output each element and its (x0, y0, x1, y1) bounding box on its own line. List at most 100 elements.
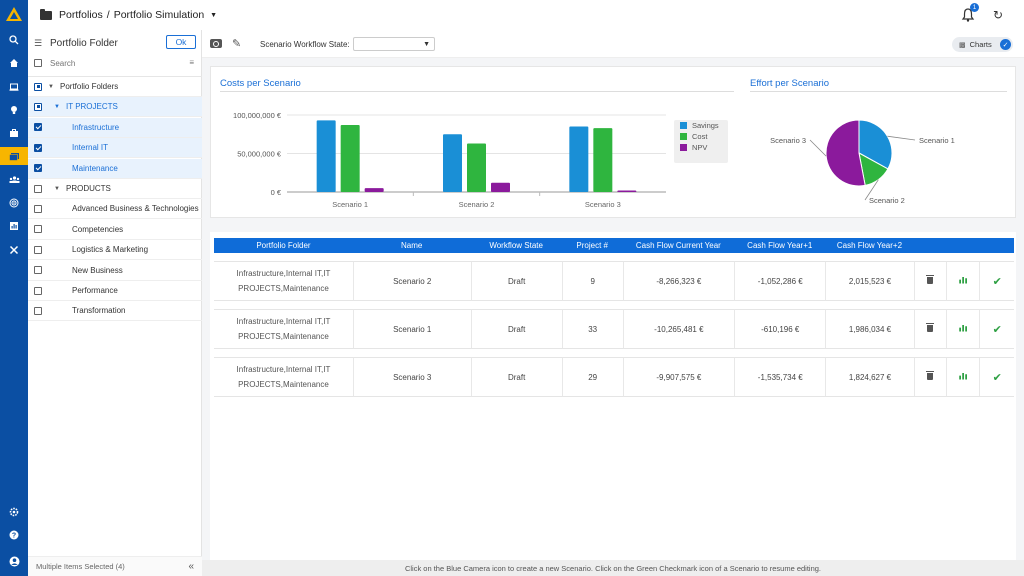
caret-down-icon[interactable]: ▼ (54, 185, 60, 192)
bar (617, 190, 637, 192)
folder-checkbox[interactable] (34, 102, 42, 111)
scenario-name-cell[interactable]: Scenario 3 (352, 357, 471, 397)
table-row[interactable]: Infrastructure,Internal IT,IT PROJECTS,Ma… (214, 357, 1014, 397)
bar-chart-icon[interactable] (959, 324, 968, 332)
bar (467, 143, 486, 192)
workflow-state-select[interactable]: ▼ (353, 37, 435, 51)
table-header-row: Portfolio Folder Name Workflow State Projec… (214, 238, 1014, 253)
column-header[interactable]: Cash Flow Year+2 (825, 238, 914, 253)
search-icon[interactable] (0, 31, 28, 49)
folder-tree-item-label: New Business (72, 265, 123, 275)
folder-tree-item-label: IT PROJECTS (66, 102, 118, 112)
pie-slice (858, 119, 893, 170)
column-header[interactable]: Cash Flow Current Year (622, 238, 735, 253)
main-content: Costs per Scenario Effort per Scenario 1… (202, 58, 1024, 560)
bar-chart-icon[interactable] (959, 372, 968, 380)
folder-tree-item[interactable]: Performance (28, 281, 202, 301)
caret-down-icon[interactable]: ▼ (48, 83, 54, 90)
workflow-state-cell: Draft (470, 261, 562, 301)
folder-tree-item[interactable]: Transformation (28, 301, 202, 322)
folder-checkbox[interactable] (34, 225, 42, 234)
tools-icon[interactable] (0, 241, 28, 259)
column-header[interactable]: Name (352, 238, 471, 253)
trash-icon[interactable] (926, 370, 935, 380)
folder-checkbox[interactable] (34, 204, 42, 213)
folder-tree-item[interactable]: Competencies (28, 220, 202, 240)
camera-icon[interactable] (210, 39, 222, 48)
folder-tree-item[interactable]: New Business (28, 261, 202, 281)
filter-icon[interactable]: ≡ (189, 58, 194, 67)
cash-flow-year1-cell: -1,052,286 € (734, 261, 826, 301)
home-icon[interactable] (0, 54, 28, 72)
bar-chart-icon[interactable] (959, 276, 968, 284)
column-header[interactable]: Portfolio Folder (214, 238, 353, 253)
breadcrumb-portfolio-simulation[interactable]: Portfolio Simulation (113, 9, 205, 21)
folder-tree-item[interactable]: Logistics & Marketing (28, 240, 202, 261)
folder-tree-item[interactable]: ▼ Portfolio Folders (28, 77, 202, 97)
folder-checkbox[interactable] (34, 184, 42, 193)
help-icon[interactable]: ? (0, 526, 28, 544)
caret-down-icon[interactable]: ▼ (54, 103, 60, 110)
trash-icon[interactable] (926, 322, 935, 332)
row-spacer-cell (214, 253, 1014, 261)
folder-checkbox[interactable] (34, 143, 42, 152)
delete-cell (913, 357, 947, 397)
folder-checkbox[interactable] (34, 286, 42, 295)
ok-button[interactable]: Ok (166, 35, 196, 49)
folder-tree-item-label: Performance (72, 286, 118, 295)
user-icon[interactable] (0, 552, 28, 570)
column-header-actions (946, 238, 980, 253)
folder-tree-item[interactable]: ▼ PRODUCTS (28, 179, 202, 199)
check-icon: ✓ (1000, 39, 1011, 50)
column-header[interactable]: Project # (561, 238, 623, 253)
scenario-name-cell[interactable]: Scenario 2 (352, 261, 471, 301)
folder-tree-item[interactable]: Infrastructure (28, 117, 202, 138)
portfolio-icon[interactable] (0, 147, 28, 165)
table-body: Infrastructure,Internal IT,IT PROJECTS,Ma… (214, 253, 1014, 397)
chart-cell (946, 309, 980, 349)
folder-tree-item[interactable]: Internal IT (28, 138, 202, 159)
folder-cell-line: Infrastructure,Internal IT,IT (236, 365, 331, 374)
column-header[interactable]: Workflow State (470, 238, 562, 253)
table-row[interactable]: Infrastructure,Internal IT,IT PROJECTS,Ma… (214, 261, 1014, 301)
folder-tree-item[interactable]: ▼ IT PROJECTS (28, 97, 202, 118)
target-icon[interactable] (0, 194, 28, 212)
team-icon[interactable] (0, 171, 28, 189)
pie-label: Scenario 1 (919, 136, 955, 145)
pencil-icon[interactable]: ✎ (232, 38, 242, 50)
trash-icon[interactable] (926, 274, 935, 284)
folder-panel-header: ☰ Portfolio Folder (34, 35, 198, 51)
folder-checkbox[interactable] (34, 82, 42, 91)
column-header[interactable]: Cash Flow Year+1 (734, 238, 826, 253)
search-input[interactable] (50, 58, 170, 68)
laptop-icon[interactable] (0, 78, 28, 96)
folder-tree-item[interactable]: Advanced Business & Technologies (28, 199, 202, 220)
folder-checkbox[interactable] (34, 123, 42, 132)
settings-icon[interactable] (0, 503, 28, 521)
row-spacer (214, 253, 1014, 261)
folder-cell-line: PROJECTS,Maintenance (238, 380, 329, 389)
checkmark-icon[interactable]: ✔ (992, 371, 1002, 384)
checkmark-icon[interactable]: ✔ (992, 275, 1002, 288)
lightbulb-icon[interactable] (0, 101, 28, 119)
table-row[interactable]: Infrastructure,Internal IT,IT PROJECTS,Ma… (214, 309, 1014, 349)
scenario-name-cell[interactable]: Scenario 1 (352, 309, 471, 349)
project-count-cell: 33 (561, 309, 623, 349)
folder-checkbox[interactable] (34, 164, 42, 173)
charts-toggle[interactable]: ▩ Charts ✓ (952, 37, 1013, 52)
folder-checkbox[interactable] (34, 306, 42, 315)
notification-badge: 1 (970, 3, 979, 12)
refresh-icon[interactable]: ↻ (992, 8, 1004, 22)
select-all-checkbox[interactable] (34, 59, 42, 67)
report-icon[interactable] (0, 217, 28, 235)
checkmark-icon[interactable]: ✔ (992, 323, 1002, 336)
breadcrumb-portfolios[interactable]: Portfolios (59, 9, 103, 21)
row-spacer-cell (214, 349, 1014, 357)
collapse-sidebar-icon[interactable]: « (188, 561, 194, 572)
logo-icon[interactable] (5, 6, 23, 22)
chevron-down-icon[interactable]: ▼ (210, 11, 218, 19)
briefcase-icon[interactable] (0, 124, 28, 142)
folder-checkbox[interactable] (34, 245, 42, 254)
folder-checkbox[interactable] (34, 266, 42, 275)
folder-tree-item[interactable]: Maintenance (28, 158, 202, 179)
